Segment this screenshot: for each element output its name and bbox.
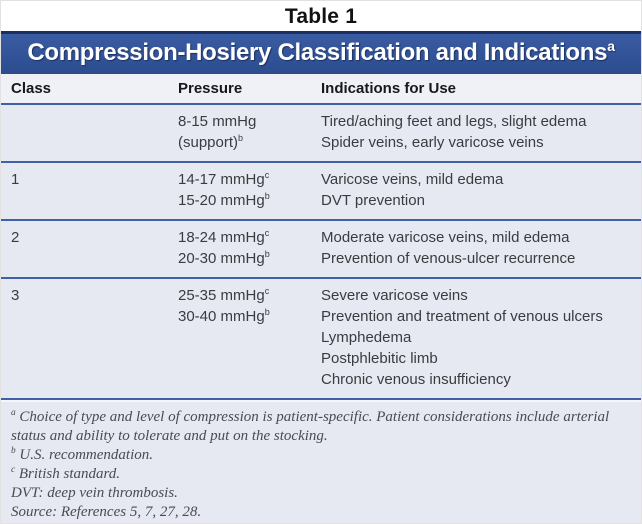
footnote-marker: b: [264, 191, 270, 201]
pressure-value: 15-20 mmHgb: [178, 191, 270, 210]
table-row: 2 18-24 mmHgc 20-30 mmHgb Moderate varicose…: [1, 221, 641, 279]
banner-title: Compression-Hosiery Classification and I…: [27, 39, 608, 66]
indication-item: DVT prevention: [321, 192, 425, 209]
indications-cell: Moderate varicose veins, mild edema Preve…: [321, 227, 641, 269]
class-cell: [11, 111, 178, 153]
pressure-value: 30-40 mmHgb: [178, 307, 270, 326]
footnote: a Choice of type and level of compressio…: [11, 408, 610, 444]
pressure-cell: 25-35 mmHgc 30-40 mmHgb: [178, 285, 321, 390]
indications-cell: Varicose veins, mild edema DVT prevention: [321, 169, 641, 211]
pressure-value: 25-35 mmHgc: [178, 286, 270, 305]
pressure-value: 8-15 mmHg: [178, 113, 257, 130]
footnote-marker: c: [264, 170, 270, 180]
footnote: DVT: deep vein thrombosis.: [11, 485, 178, 501]
class-cell: 2: [11, 229, 20, 246]
indication-item: Prevention and treatment of venous ulcer…: [321, 308, 603, 325]
pressure-value: 20-30 mmHgb: [178, 249, 270, 268]
indications-cell: Severe varicose veins Prevention and trea…: [321, 285, 641, 390]
pressure-cell: 18-24 mmHgc 20-30 mmHgb: [178, 227, 321, 269]
footnote-marker: b: [238, 133, 244, 143]
table-banner: Compression-Hosiery Classification and I…: [1, 31, 641, 74]
indication-item: Postphlebitic limb: [321, 350, 438, 367]
column-header-indications: Indications for Use: [321, 80, 457, 97]
table-header-row: Class Pressure Indications for Use: [1, 74, 641, 105]
pressure-value: (support)b: [178, 133, 244, 152]
class-cell: 3: [11, 287, 20, 304]
table-body: 8-15 mmHg (support)b Tired/aching feet and…: [1, 105, 641, 400]
pressure-value: 14-17 mmHgc: [178, 170, 270, 189]
pressure-cell: 8-15 mmHg (support)b: [178, 111, 321, 153]
indication-item: Severe varicose veins: [321, 287, 468, 304]
pressure-cell: 14-17 mmHgc 15-20 mmHgb: [178, 169, 321, 211]
footnote-marker: b: [11, 446, 16, 456]
indication-item: Moderate varicose veins, mild edema: [321, 229, 570, 246]
footnote-marker: c: [264, 228, 270, 238]
footnote-marker: c: [11, 465, 16, 475]
footnote: c British standard.: [11, 465, 121, 482]
figure-title: Table 1: [284, 5, 358, 28]
footnote: Source: References 5, 7, 27, 28.: [11, 504, 202, 520]
table-row: 3 25-35 mmHgc 30-40 mmHgb Severe varicose v…: [1, 279, 641, 400]
indications-cell: Tired/aching feet and legs, slight edema…: [321, 111, 641, 153]
class-cell: 1: [11, 171, 20, 188]
table-row: 8-15 mmHg (support)b Tired/aching feet and…: [1, 105, 641, 163]
indication-item: Tired/aching feet and legs, slight edema: [321, 113, 587, 130]
indication-item: Prevention of venous-ulcer recurrence: [321, 250, 576, 267]
column-header-pressure: Pressure: [178, 80, 243, 97]
indication-item: Lymphedema: [321, 329, 412, 346]
footnotes: a Choice of type and level of compressio…: [1, 400, 641, 523]
indication-item: Chronic venous insufficiency: [321, 371, 511, 388]
column-header-class: Class: [11, 80, 52, 97]
footnote-marker: b: [264, 249, 270, 259]
indication-item: Spider veins, early varicose veins: [321, 134, 544, 151]
footnote-marker: c: [264, 286, 270, 296]
footnote-marker: b: [264, 307, 270, 317]
footnote-marker: a: [11, 408, 16, 418]
banner-footnote-marker: a: [607, 38, 615, 54]
footnote: b U.S. recommendation.: [11, 446, 153, 463]
indication-item: Varicose veins, mild edema: [321, 171, 504, 188]
pressure-value: 18-24 mmHgc: [178, 228, 270, 247]
table-row: 1 14-17 mmHgc 15-20 mmHgb Varicose veins, m…: [1, 163, 641, 221]
